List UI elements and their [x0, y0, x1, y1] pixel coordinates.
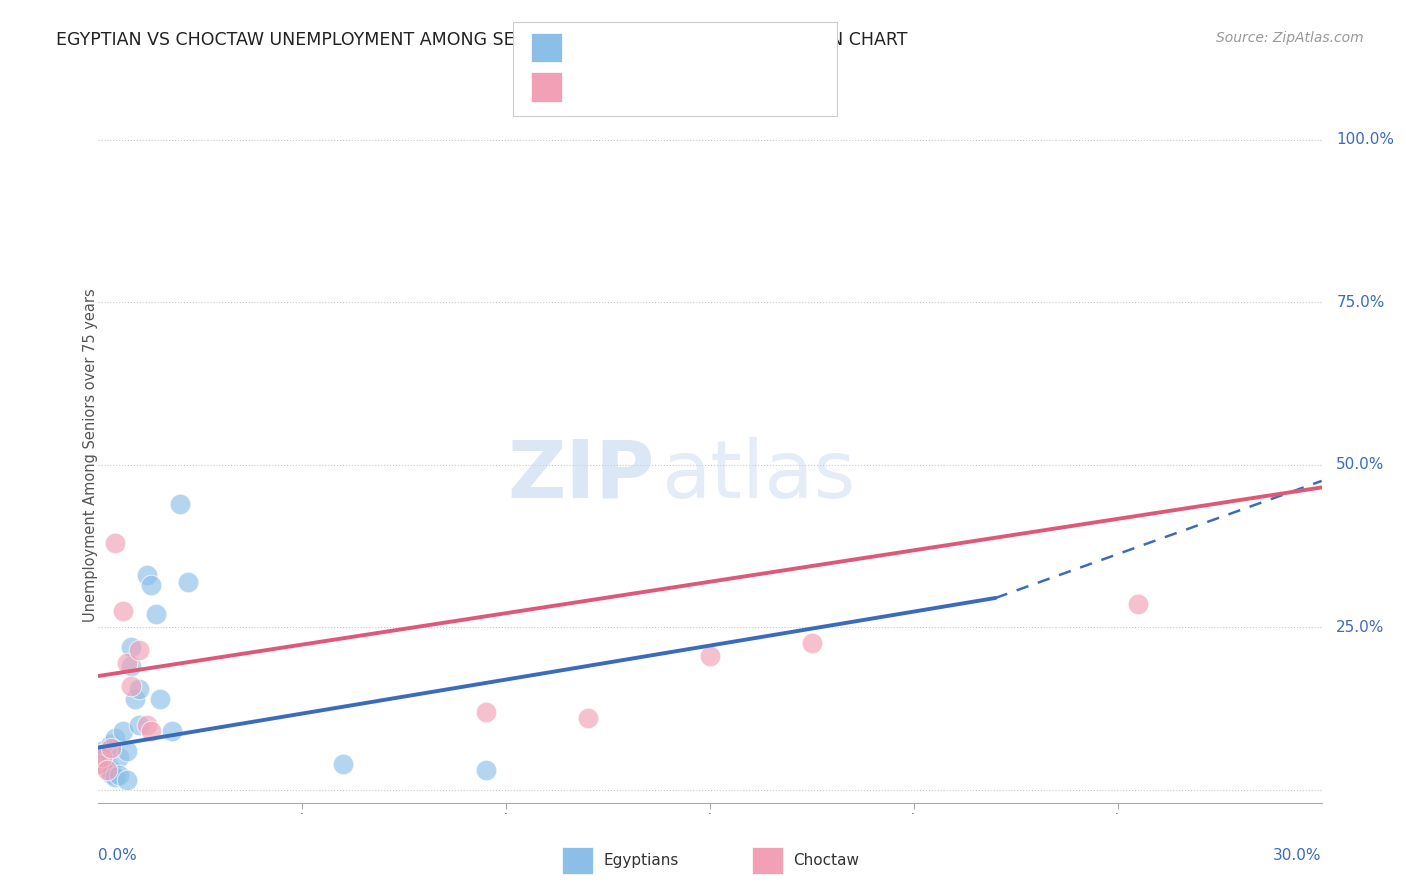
Point — [177, 574, 200, 589]
Text: 25.0%: 25.0% — [1336, 620, 1385, 635]
Point — [160, 724, 183, 739]
Text: R =: R = — [574, 81, 610, 99]
Point — [136, 568, 159, 582]
Point — [120, 679, 142, 693]
Text: 75.0%: 75.0% — [1336, 294, 1385, 310]
Text: 100.0%: 100.0% — [1336, 132, 1395, 147]
Text: 50.0%: 50.0% — [1336, 458, 1385, 472]
Point — [104, 535, 127, 549]
Point — [111, 604, 134, 618]
Point — [91, 750, 114, 764]
Point — [1128, 598, 1150, 612]
Point — [128, 681, 150, 696]
Text: 0.304: 0.304 — [616, 81, 664, 99]
Point — [100, 740, 122, 755]
Text: atlas: atlas — [661, 437, 855, 515]
Point — [115, 772, 138, 787]
Point — [576, 711, 599, 725]
Point — [100, 764, 122, 778]
Point — [124, 691, 146, 706]
Text: EGYPTIAN VS CHOCTAW UNEMPLOYMENT AMONG SENIORS OVER 75 YEARS CORRELATION CHART: EGYPTIAN VS CHOCTAW UNEMPLOYMENT AMONG S… — [56, 31, 908, 49]
Point — [332, 756, 354, 771]
Text: 30.0%: 30.0% — [1274, 848, 1322, 863]
Point — [141, 578, 163, 592]
Text: Source: ZipAtlas.com: Source: ZipAtlas.com — [1216, 31, 1364, 45]
Point — [104, 770, 127, 784]
Point — [120, 640, 142, 654]
Point — [474, 705, 498, 719]
Point — [91, 747, 114, 761]
Point — [801, 636, 824, 650]
Point — [108, 750, 131, 764]
Point — [136, 718, 159, 732]
Point — [128, 718, 150, 732]
Point — [96, 764, 118, 778]
Point — [120, 659, 142, 673]
Text: R =: R = — [574, 42, 610, 60]
Point — [474, 764, 498, 778]
Point — [111, 724, 134, 739]
Point — [108, 768, 131, 782]
Point — [87, 750, 110, 764]
Y-axis label: Unemployment Among Seniors over 75 years: Unemployment Among Seniors over 75 years — [83, 288, 97, 622]
Point — [115, 744, 138, 758]
Point — [87, 756, 110, 771]
Text: 16: 16 — [711, 81, 737, 99]
Point — [96, 756, 118, 771]
Point — [104, 731, 127, 745]
Point — [100, 766, 122, 780]
Point — [149, 691, 172, 706]
Point — [96, 760, 118, 774]
Point — [169, 497, 191, 511]
Text: N =: N = — [665, 81, 713, 99]
Point — [145, 607, 167, 622]
Text: Choctaw: Choctaw — [793, 854, 859, 868]
Text: 30: 30 — [711, 42, 737, 60]
Point — [115, 656, 138, 670]
Text: ZIP: ZIP — [508, 437, 655, 515]
Point — [100, 737, 122, 751]
Point — [699, 649, 721, 664]
Point — [91, 744, 114, 758]
Text: 0.195: 0.195 — [616, 42, 664, 60]
Point — [128, 643, 150, 657]
Point — [141, 724, 163, 739]
Text: 0.0%: 0.0% — [98, 848, 138, 863]
Point — [87, 754, 110, 768]
Text: N =: N = — [665, 42, 713, 60]
Text: Egyptians: Egyptians — [603, 854, 679, 868]
